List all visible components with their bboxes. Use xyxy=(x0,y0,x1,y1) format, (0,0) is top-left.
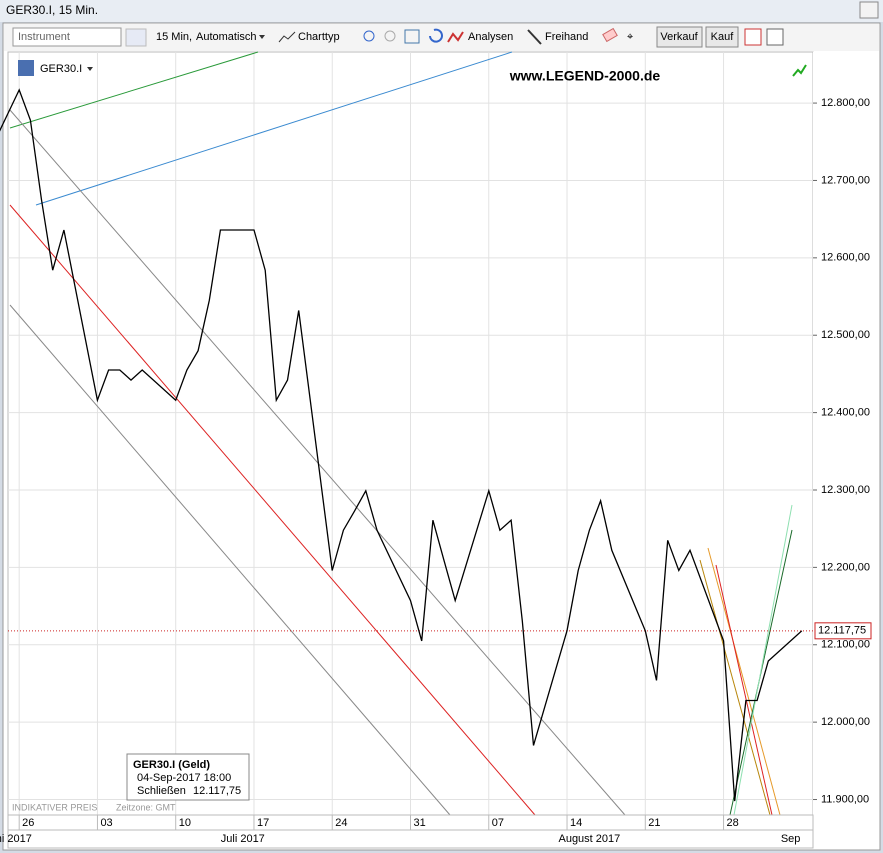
month-label: Juni 2017 xyxy=(0,833,32,845)
window-title: GER30.I, 15 Min. xyxy=(6,3,98,17)
month-label: Juli 2017 xyxy=(221,833,265,845)
trendline xyxy=(35,51,513,206)
trend-icon xyxy=(792,64,807,77)
dropdown-arrow xyxy=(259,35,265,39)
y-tick-label: 12.100,00 xyxy=(821,639,870,651)
watermark: www.LEGEND-2000.de xyxy=(509,68,661,84)
last-price-box xyxy=(814,622,872,640)
trendline xyxy=(699,559,771,816)
x-tick-label: 10 xyxy=(179,817,191,829)
zoom-out[interactable] xyxy=(384,30,396,42)
y-tick-label: 11.900,00 xyxy=(821,793,869,805)
add-icon[interactable] xyxy=(125,28,147,47)
freehand-icon xyxy=(527,29,542,45)
x-tick-label: 31 xyxy=(414,817,426,829)
trendline xyxy=(9,304,451,816)
instrument-input[interactable] xyxy=(12,27,122,47)
charttype[interactable]: Charttyp xyxy=(298,31,340,43)
fit-icon[interactable] xyxy=(404,29,420,44)
month-label: Sep xyxy=(781,833,801,845)
y-tick-label: 12.600,00 xyxy=(821,252,870,264)
price-note: INDIKATIVER PREIS xyxy=(12,802,97,812)
x-tick-label: 03 xyxy=(100,817,112,829)
sell-label: Verkauf xyxy=(660,31,698,43)
sell-button[interactable] xyxy=(656,26,703,48)
y-axis-area xyxy=(813,52,879,815)
timezone: Zeitzone: GMT xyxy=(116,802,176,812)
price-line xyxy=(0,88,803,802)
info-field: Schließen xyxy=(137,785,186,797)
y-tick-label: 12.500,00 xyxy=(821,329,870,341)
reset-icon[interactable] xyxy=(429,28,443,43)
grid xyxy=(8,52,813,815)
buy-button[interactable] xyxy=(705,26,739,48)
zoom-in[interactable] xyxy=(363,30,375,42)
buy-label: Kauf xyxy=(711,31,735,43)
y-tick-label: 12.800,00 xyxy=(821,97,870,109)
analyses-icon xyxy=(447,31,464,43)
info-box xyxy=(126,753,250,801)
y-tick-label: 12.200,00 xyxy=(821,561,870,573)
x-tick-label: 24 xyxy=(335,817,347,829)
trendline xyxy=(9,109,626,816)
x-tick-label: 07 xyxy=(492,817,504,829)
trendlines xyxy=(9,51,793,816)
info-datetime: 04-Sep-2017 18:00 xyxy=(137,772,231,784)
month-label: August 2017 xyxy=(558,833,620,845)
freehand[interactable]: Freihand xyxy=(545,31,588,43)
y-tick-label: 12.400,00 xyxy=(821,407,870,419)
axes: 11.900,00 12.000,00 12.100,00 12.200,00 12.3… xyxy=(0,97,870,845)
info-title: GER30.I (Geld) xyxy=(133,759,210,771)
x-tick-label: 28 xyxy=(727,817,739,829)
y-tick-label: 12.300,00 xyxy=(821,484,870,496)
trendline xyxy=(707,547,781,816)
trendline xyxy=(715,564,773,816)
crosshair[interactable]: ⌖ xyxy=(627,31,633,43)
trendline xyxy=(733,504,793,816)
charttype-icon xyxy=(278,31,296,43)
info-value: 12.117,75 xyxy=(193,785,241,797)
x-tick-label: 14 xyxy=(570,817,582,829)
print-icon[interactable] xyxy=(766,28,784,46)
mode[interactable]: Automatisch xyxy=(196,31,257,43)
last-price-label: 12.117,75 xyxy=(818,625,866,637)
x-tick-label: 26 xyxy=(22,817,34,829)
y-tick-label: 12.700,00 xyxy=(821,174,870,186)
trendline xyxy=(9,204,536,816)
x-tick-label: 17 xyxy=(257,817,269,829)
chart-icon[interactable] xyxy=(744,28,762,46)
price-series xyxy=(0,88,803,802)
x-tick-label: 21 xyxy=(648,817,660,829)
analyses[interactable]: Analysen xyxy=(468,31,513,43)
symbol-dropdown[interactable] xyxy=(87,67,93,71)
eraser[interactable] xyxy=(602,27,618,43)
chart-symbol[interactable]: GER30.I xyxy=(40,63,82,75)
trendline xyxy=(9,51,259,129)
symbol-icon xyxy=(18,60,34,76)
instrument-placeholder: Instrument xyxy=(18,31,70,43)
title-bar xyxy=(0,0,883,22)
scroll-up[interactable] xyxy=(859,1,879,19)
interval[interactable]: 15 Min, xyxy=(156,31,192,43)
y-tick-label: 12.000,00 xyxy=(821,716,870,728)
